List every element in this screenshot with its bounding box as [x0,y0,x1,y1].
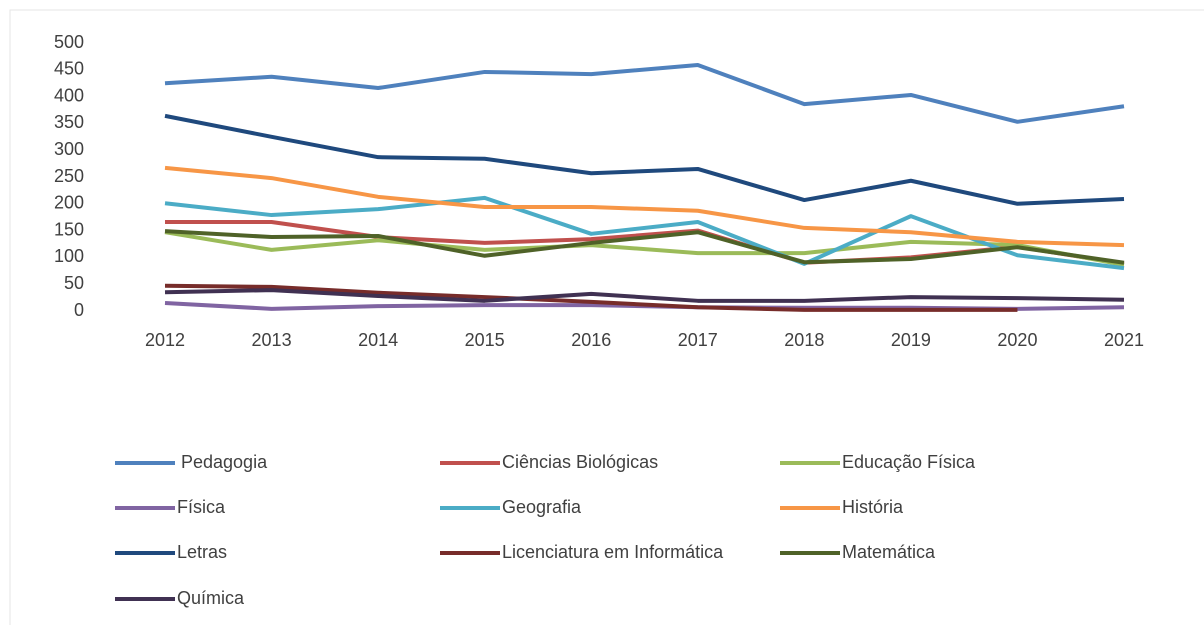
y-tick-label: 0 [74,300,84,320]
x-tick-label: 2021 [1104,330,1144,350]
x-tick-label: 2015 [465,330,505,350]
x-tick-label: 2018 [784,330,824,350]
legend-label: Matemática [842,542,936,562]
series-line [164,165,1125,248]
series-line [164,229,1125,265]
series-line [164,62,1125,124]
y-tick-label: 350 [54,112,84,132]
y-tick-label: 100 [54,246,84,266]
x-tick-label: 2019 [891,330,931,350]
y-tick-label: 400 [54,85,84,105]
legend-label: Ciências Biológicas [502,452,658,472]
series-line [164,113,1125,206]
legend-label: Pedagogia [181,452,268,472]
legend-label: Letras [177,542,227,562]
legend-label: Física [177,497,226,517]
y-tick-label: 200 [54,193,84,213]
legend-label: Licenciatura em Informática [502,542,724,562]
y-tick-label: 150 [54,219,84,239]
chart-border [9,9,1204,630]
series-line [164,288,1125,303]
x-tick-label: 2014 [358,330,398,350]
series-line [164,230,1125,267]
y-tick-label: 50 [64,273,84,293]
x-tick-label: 2016 [571,330,611,350]
x-tick-label: 2013 [252,330,292,350]
x-tick-label: 2020 [997,330,1037,350]
legend-label: Geografia [502,497,582,517]
y-tick-label: 500 [54,32,84,52]
y-tick-label: 300 [54,139,84,159]
y-tick-label: 450 [54,59,84,79]
series-line [164,283,1018,312]
x-tick-label: 2012 [145,330,185,350]
legend-label: História [842,497,904,517]
legend-label: Química [177,588,245,608]
x-tick-label: 2017 [678,330,718,350]
legend-label: Educação Física [842,452,976,472]
y-tick-label: 250 [54,166,84,186]
